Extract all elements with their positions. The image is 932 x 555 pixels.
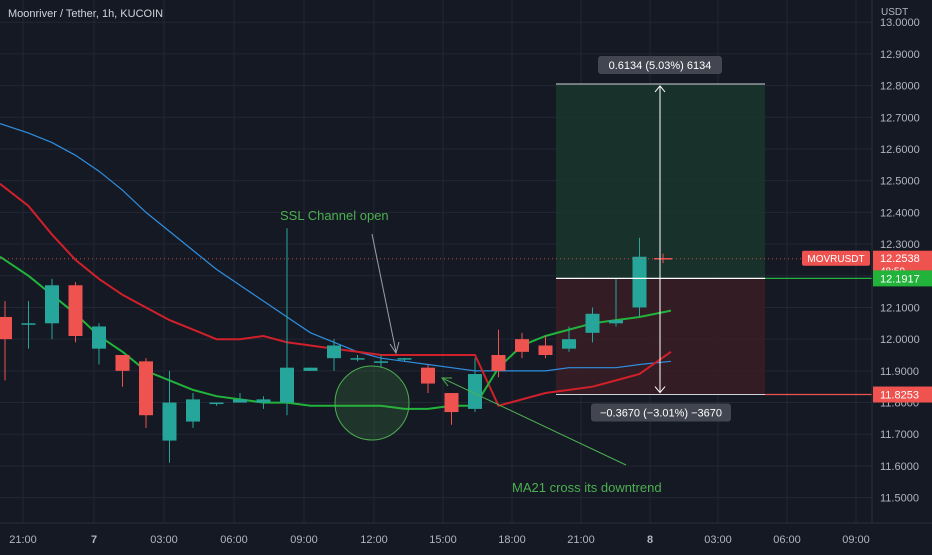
candle-body bbox=[233, 399, 247, 403]
time-tick-label: 7 bbox=[91, 534, 97, 546]
price-tick-label: 12.1000 bbox=[880, 302, 920, 314]
candle-body bbox=[68, 285, 83, 336]
price-tick-label: 12.8000 bbox=[880, 81, 920, 93]
loss-label-box bbox=[591, 403, 731, 422]
candle-body bbox=[468, 374, 482, 409]
price-tick-label: 11.9000 bbox=[880, 366, 919, 378]
stop-price-tag-box bbox=[873, 386, 932, 403]
candle-body bbox=[45, 285, 59, 324]
candle-body bbox=[327, 345, 341, 359]
annotation-ssl: SSL Channel open bbox=[280, 208, 389, 223]
range-arrow-up bbox=[654, 85, 666, 93]
candle-body bbox=[92, 326, 106, 349]
price-axis-unit: USDT bbox=[881, 7, 908, 18]
entry-price-tag-box bbox=[873, 270, 932, 287]
candle-body bbox=[632, 256, 647, 308]
time-tick-label: 12:00 bbox=[360, 534, 388, 546]
candle-body bbox=[350, 358, 365, 360]
time-tick-label: 03:00 bbox=[704, 534, 732, 546]
candle-body bbox=[115, 355, 130, 371]
time-axis[interactable]: 21:00 7 03:00 06:00 09:00 12:00 15:00 18:00 21:0… bbox=[0, 522, 932, 546]
candle-body bbox=[186, 399, 200, 422]
annotation-ma21-arrowhead bbox=[441, 377, 452, 387]
profit-label-box bbox=[598, 55, 722, 74]
price-tick-label: 11.5000 bbox=[880, 493, 919, 505]
annotation-ssl-arrow bbox=[371, 233, 397, 353]
ma-line-green bbox=[0, 255, 672, 410]
candle-body bbox=[0, 316, 12, 340]
candle-body bbox=[609, 320, 623, 324]
annotation-ssl-arrowhead bbox=[389, 341, 400, 355]
annotation-ma21: MA21 cross its downtrend bbox=[512, 480, 662, 495]
candle-body bbox=[303, 367, 318, 371]
annotations: SSL Channel open MA21 cross its downtrend bbox=[280, 208, 662, 495]
symbol-tag-box bbox=[802, 250, 870, 266]
price-tick-label: 12.9000 bbox=[880, 49, 920, 61]
candle-body bbox=[21, 323, 36, 325]
chart-title: Moonriver / Tether, 1h, KUCOIN bbox=[8, 8, 163, 20]
time-tick-label: 8 bbox=[647, 534, 653, 546]
annotation-ma21-arrow bbox=[441, 377, 627, 466]
position-markers: 0.6134 (5.03%) 6134 −0.3670 (−3.01%) −367… bbox=[0, 55, 872, 422]
candle-body bbox=[491, 355, 506, 371]
candle-body bbox=[421, 367, 435, 384]
candle-body bbox=[256, 399, 271, 403]
price-tick-label: 12.3000 bbox=[880, 239, 920, 251]
highlight-circle bbox=[334, 365, 410, 441]
time-tick-label: 09:00 bbox=[842, 534, 870, 546]
profit-label: 0.6134 (5.03%) 6134 bbox=[609, 60, 712, 72]
loss-label: −0.3670 (−3.01%) −3670 bbox=[600, 408, 722, 420]
range-arrow-down bbox=[654, 386, 666, 394]
stop-price-tag: 11.8253 bbox=[880, 390, 919, 402]
candle-body bbox=[139, 361, 153, 416]
current-price-tag: 12.2538 bbox=[880, 253, 920, 265]
price-tick-label: 11.6000 bbox=[880, 461, 919, 473]
time-tick-label: 15:00 bbox=[429, 534, 457, 546]
price-tick-label: 12.5000 bbox=[880, 176, 920, 188]
price-tick-label: 12.6000 bbox=[880, 144, 920, 156]
candle-body bbox=[280, 367, 294, 403]
time-tick-label: 06:00 bbox=[220, 534, 248, 546]
candle-body bbox=[209, 402, 224, 405]
candle-body bbox=[654, 258, 672, 260]
candle-body bbox=[585, 313, 600, 333]
candle-body bbox=[444, 393, 459, 413]
time-tick-label: 21:00 bbox=[567, 534, 595, 546]
time-tick-label: 18:00 bbox=[498, 534, 526, 546]
candle-body bbox=[538, 345, 553, 356]
price-tick-label: 12.0000 bbox=[880, 334, 920, 346]
price-tick-label: 12.7000 bbox=[880, 112, 920, 124]
time-tick-label: 21:00 bbox=[9, 534, 37, 546]
price-tick-label: 11.7000 bbox=[880, 429, 919, 441]
price-tick-label: 13.0000 bbox=[880, 17, 920, 29]
entry-price-tag: 12.1917 bbox=[880, 273, 920, 285]
time-tick-label: 06:00 bbox=[773, 534, 801, 546]
candle-body bbox=[397, 358, 412, 360]
symbol-tag: MOVRUSDT bbox=[807, 254, 864, 265]
candle-body bbox=[374, 361, 388, 363]
candle-body bbox=[162, 402, 177, 441]
time-tick-label: 09:00 bbox=[290, 534, 318, 546]
candle-body bbox=[562, 339, 576, 349]
candles bbox=[0, 228, 672, 463]
time-tick-label: 03:00 bbox=[150, 534, 178, 546]
candle-body bbox=[515, 339, 529, 352]
price-tick-label: 12.4000 bbox=[880, 207, 920, 219]
